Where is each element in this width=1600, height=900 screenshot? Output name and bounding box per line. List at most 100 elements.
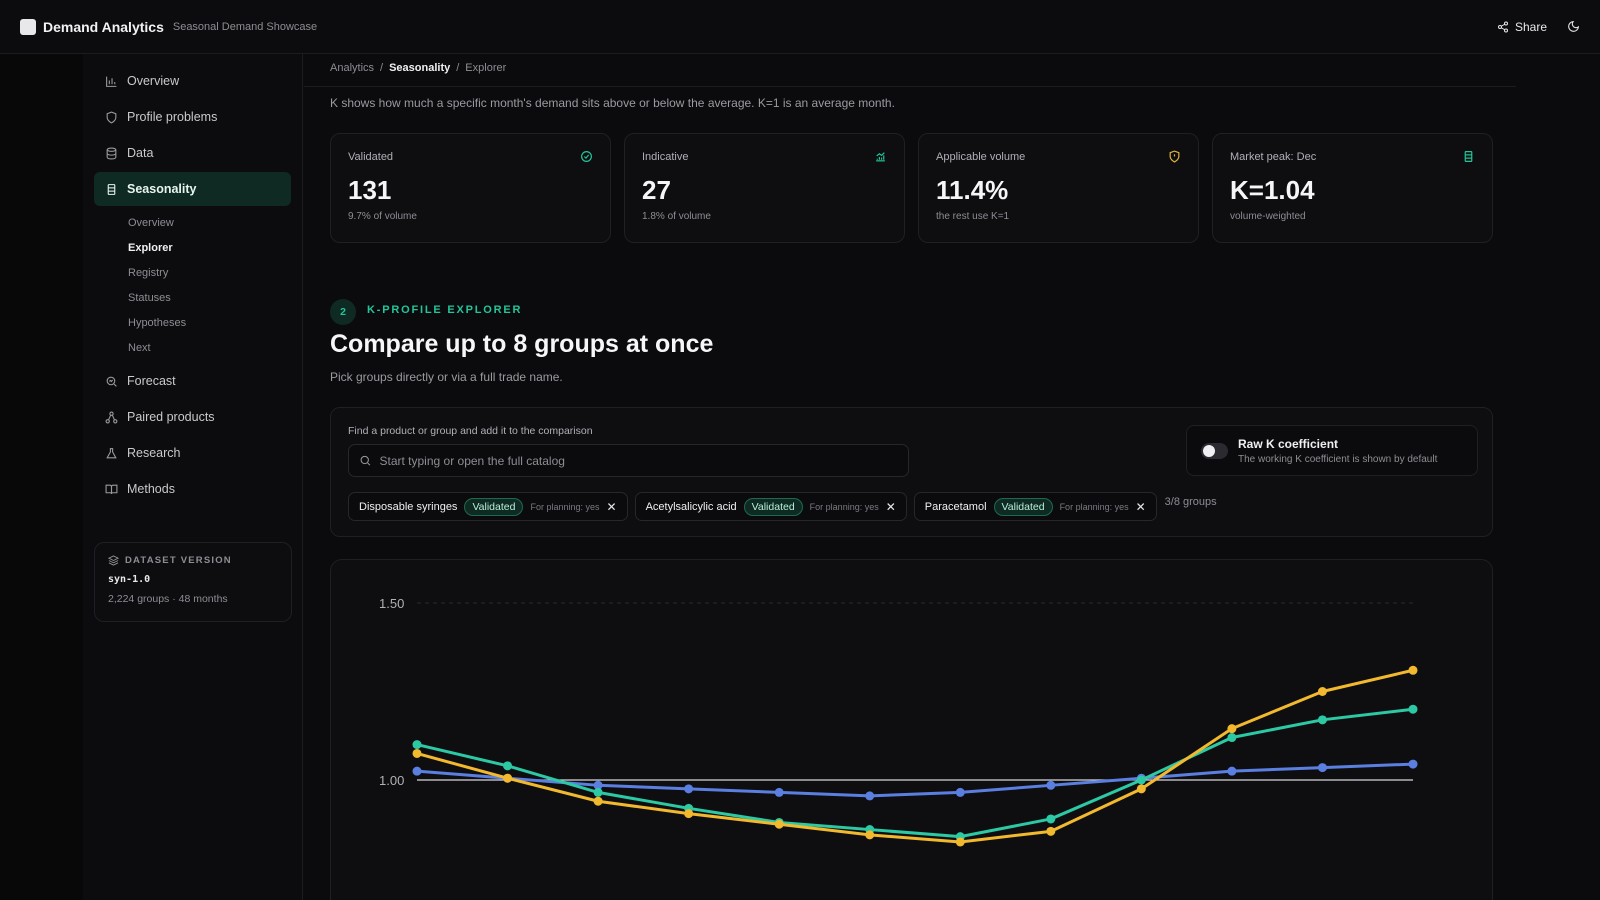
toggle-title: Raw K coefficient: [1238, 436, 1339, 451]
breadcrumb-separator: /: [456, 62, 460, 74]
sidebar: Overview Profile problems Data Seasonali…: [83, 54, 303, 900]
series-3-point: [593, 796, 603, 806]
chip-planning: For planning: yes: [530, 501, 600, 512]
seasonality-subnav: Overview Explorer Registry Statuses Hypo…: [94, 210, 291, 360]
subnav-item-registry[interactable]: Registry: [128, 266, 169, 279]
group-chip: Disposable syringes Validated For planni…: [348, 492, 628, 521]
dataset-heading: DATASET VERSION: [125, 555, 232, 566]
bar-chart-icon: [104, 74, 118, 88]
section-title: Compare up to 8 groups at once: [330, 330, 714, 358]
network-icon: [104, 410, 118, 424]
remove-chip-button[interactable]: ✕: [606, 499, 617, 514]
raw-k-toggle[interactable]: [1201, 442, 1228, 459]
series-3-point: [1046, 826, 1056, 836]
sidebar-item-methods[interactable]: Methods: [94, 472, 291, 506]
series-2-point: [1227, 733, 1237, 743]
check-circle-icon: [580, 150, 593, 168]
sidebar-item-research[interactable]: Research: [94, 436, 291, 470]
kpi-label: Indicative: [642, 151, 689, 163]
sidebar-item-label: Paired products: [127, 410, 215, 424]
sidebar-item-label: Overview: [127, 74, 180, 88]
search-input[interactable]: [379, 453, 898, 468]
series-1-point: [684, 784, 694, 794]
kpi-label: Market peak: Dec: [1230, 151, 1317, 163]
sidebar-item-label: Profile problems: [127, 110, 218, 124]
status-badge: Validated: [743, 497, 803, 516]
kpi-label: Validated: [348, 151, 394, 163]
flask-icon: [104, 446, 118, 460]
toggle-description: The working K coefficient is shown by de…: [1238, 453, 1438, 465]
layers-icon: [108, 555, 119, 566]
series-1-point: [865, 791, 875, 801]
calendar-icon: [104, 182, 118, 196]
left-gutter: [0, 54, 83, 900]
series-3-point: [1408, 665, 1418, 675]
subnav-item-overview[interactable]: Overview: [128, 216, 174, 229]
trend-up-icon: [874, 150, 887, 168]
picker-label: Find a product or group and add it to th…: [348, 425, 593, 437]
search-chart-icon: [104, 374, 118, 388]
series-3-point: [503, 773, 513, 783]
kpi-label: Applicable volume: [936, 151, 1026, 163]
search-icon: [360, 455, 371, 466]
kpi-value: 131: [348, 175, 392, 205]
sidebar-item-label: Data: [127, 146, 154, 160]
kpi-value: 11.4%: [936, 175, 1009, 205]
breadcrumb-seasonality[interactable]: Seasonality: [389, 62, 451, 74]
dataset-meta: 2,224 groups · 48 months: [108, 593, 228, 605]
app-subtitle: Seasonal Demand Showcase: [172, 20, 318, 33]
share-button[interactable]: Share: [1497, 20, 1547, 34]
series-1-point: [412, 766, 422, 776]
group-chip: Acetylsalicylic acid Validated For plann…: [634, 492, 907, 521]
subnav-item-next[interactable]: Next: [128, 341, 151, 354]
series-line-3: [416, 668, 1414, 844]
series-3-point: [412, 748, 422, 758]
series-2-point: [1317, 715, 1327, 725]
toggle-knob: [1203, 444, 1215, 457]
series-1-point: [593, 780, 603, 790]
chip-planning: For planning: yes: [1059, 501, 1129, 512]
raw-k-toggle-card: Raw K coefficient The working K coeffici…: [1186, 425, 1478, 476]
group-chip: Paracetamol Validated For planning: yes …: [913, 492, 1157, 521]
series-1-point: [774, 787, 784, 797]
selected-groups: Disposable syringes Validated For planni…: [348, 492, 1217, 521]
series-3-point: [684, 809, 694, 819]
subnav-item-explorer[interactable]: Explorer: [128, 241, 173, 254]
share-label: Share: [1514, 19, 1547, 34]
sidebar-item-overview[interactable]: Overview: [94, 64, 291, 98]
chip-planning: For planning: yes: [809, 501, 879, 512]
series-1-point: [1227, 766, 1237, 776]
theme-toggle-button[interactable]: [1567, 20, 1580, 33]
kpi-value: 27: [642, 175, 671, 205]
moon-icon: [1568, 20, 1580, 32]
y-tick-label: 1.50: [379, 596, 404, 611]
app-title: Demand Analytics: [43, 18, 164, 35]
chip-name: Disposable syringes: [359, 500, 458, 513]
breadcrumb: Analytics / Seasonality / Explorer: [330, 62, 506, 74]
sidebar-item-forecast[interactable]: Forecast: [94, 364, 291, 398]
kpi-card-market-peak: Market peak: Dec K=1.04 volume-weighted: [1212, 133, 1493, 243]
series-line-2: [416, 707, 1414, 839]
remove-chip-button[interactable]: ✕: [885, 499, 896, 514]
kpi-card-applicable-volume: Applicable volume 11.4% the rest use K=1: [918, 133, 1199, 243]
kpi-sub: volume-weighted: [1230, 211, 1306, 222]
series-2-point: [503, 761, 513, 771]
kpi-card-indicative: Indicative 27 1.8% of volume: [624, 133, 905, 243]
k-profile-chart-svg: 1.50 1.00: [379, 596, 1418, 847]
series-3-point: [1136, 784, 1146, 794]
search-box: [348, 444, 909, 477]
remove-chip-button[interactable]: ✕: [1135, 499, 1146, 514]
sidebar-item-data[interactable]: Data: [94, 136, 291, 170]
breadcrumb-analytics[interactable]: Analytics: [330, 62, 375, 74]
sidebar-item-profile-problems[interactable]: Profile problems: [94, 100, 291, 134]
sidebar-item-label: Methods: [127, 482, 175, 496]
subnav-item-hypotheses[interactable]: Hypotheses: [128, 316, 187, 329]
sidebar-item-seasonality[interactable]: Seasonality: [94, 172, 291, 206]
status-badge: Validated: [993, 497, 1053, 516]
subnav-item-statuses[interactable]: Statuses: [128, 291, 171, 304]
series-3-point: [1317, 687, 1327, 696]
sidebar-item-paired-products[interactable]: Paired products: [94, 400, 291, 434]
series-line-1: [416, 762, 1414, 798]
sidebar-item-label: Forecast: [127, 374, 176, 388]
intro-text: K shows how much a specific month's dema…: [330, 96, 895, 110]
